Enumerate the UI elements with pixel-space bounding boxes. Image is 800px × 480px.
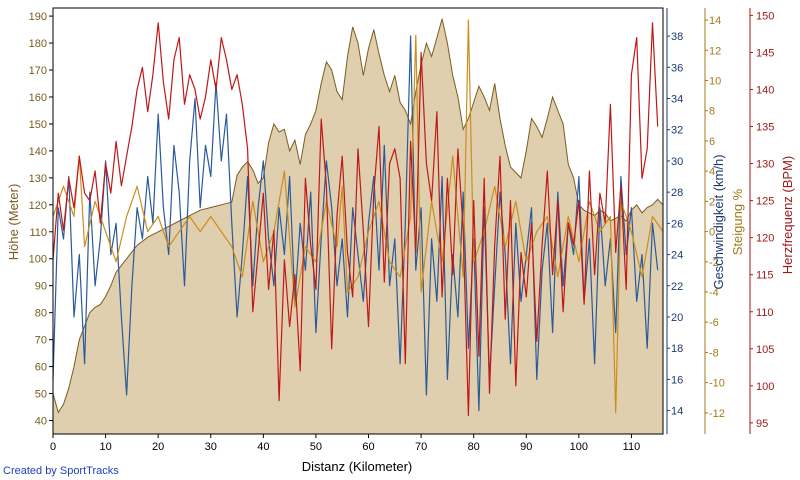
y-tick-label-grade: 0: [709, 227, 715, 239]
x-tick-label: 90: [520, 441, 532, 453]
series-lines: [52, 19, 664, 417]
y-tick-label-grade: 10: [709, 76, 721, 88]
y-tick-label-elevation: 130: [29, 173, 47, 185]
y-tick-label-grade: 4: [709, 166, 715, 178]
y-tick-label-grade: 2: [709, 196, 715, 208]
axes: 0 10 20 30 40 50 60 70 80 90 100 110405060708090100…: [29, 7, 774, 453]
y-axis-label-speed: Geschwindigkeit (km/h): [711, 154, 726, 289]
x-tick-label: 80: [468, 441, 480, 453]
y-tick-label-grade: 14: [709, 15, 721, 27]
y-tick-label-speed: 14: [671, 406, 683, 418]
y-tick-label-heartrate: 105: [756, 344, 774, 356]
y-tick-label-elevation: 180: [29, 38, 47, 50]
y-tick-label-heartrate: 95: [756, 418, 768, 430]
x-tick-label: 100: [570, 441, 588, 453]
y-axis-label-heartrate: Herzfrequenz (BPM): [780, 156, 795, 274]
y-axis-label-grade: Steigung %: [730, 188, 745, 255]
x-axis-label: Distanz (Kilometer): [302, 459, 413, 474]
grade-line: [52, 19, 664, 414]
y-tick-label-speed: 16: [671, 374, 683, 386]
y-tick-label-speed: 20: [671, 312, 683, 324]
plot-border: [52, 7, 664, 435]
x-tick-label: 60: [362, 441, 374, 453]
y-tick-label-grade: -8: [709, 347, 719, 359]
y-tick-label-elevation: 100: [29, 254, 47, 266]
elevation-area-fill: [53, 18, 663, 435]
y-tick-label-elevation: 70: [35, 335, 47, 347]
y-tick-label-elevation: 190: [29, 11, 47, 23]
x-tick-label: 10: [99, 441, 111, 453]
y-tick-label-grade: -12: [709, 408, 725, 420]
y-tick-label-grade: -2: [709, 257, 719, 269]
heartrate-line: [52, 22, 659, 417]
y-tick-label-heartrate: 125: [756, 196, 774, 208]
y-tick-label-speed: 32: [671, 125, 683, 137]
y-tick-label-heartrate: 150: [756, 10, 774, 22]
y-tick-label-speed: 22: [671, 281, 683, 293]
y-tick-label-heartrate: 115: [756, 270, 774, 282]
y-tick-label-speed: 26: [671, 218, 683, 230]
y-tick-label-elevation: 120: [29, 200, 47, 212]
y-tick-label-heartrate: 120: [756, 233, 774, 245]
y-axis-label-elevation: Höhe (Meter): [6, 184, 21, 261]
y-tick-label-speed: 24: [671, 250, 683, 262]
y-tick-label-heartrate: 130: [756, 159, 774, 171]
credit-link[interactable]: Created by SportTracks: [3, 465, 119, 477]
y-tick-label-speed: 18: [671, 343, 683, 355]
x-tick-label: 110: [623, 441, 641, 453]
x-tick-label: 30: [205, 441, 217, 453]
y-tick-label-elevation: 40: [35, 416, 47, 428]
y-tick-label-heartrate: 140: [756, 84, 774, 96]
x-tick-label: 70: [415, 441, 427, 453]
y-tick-label-heartrate: 100: [756, 381, 774, 393]
y-tick-label-grade: 8: [709, 106, 715, 118]
y-tick-label-elevation: 150: [29, 119, 47, 131]
y-tick-label-speed: 36: [671, 62, 683, 74]
y-tick-label-grade: 12: [709, 45, 721, 57]
y-tick-label-grade: -10: [709, 378, 725, 390]
y-tick-label-grade: -6: [709, 317, 719, 329]
y-tick-label-elevation: 60: [35, 362, 47, 374]
y-tick-label-speed: 30: [671, 156, 683, 168]
elevation-area: [52, 18, 664, 435]
y-tick-label-speed: 34: [671, 94, 683, 106]
y-tick-label-heartrate: 110: [756, 307, 774, 319]
y-tick-label-grade: 6: [709, 136, 715, 148]
y-tick-label-elevation: 170: [29, 65, 47, 77]
y-tick-label-elevation: 110: [29, 227, 47, 239]
y-tick-label-elevation: 80: [35, 308, 47, 320]
y-tick-label-elevation: 160: [29, 92, 47, 104]
y-tick-label-speed: 38: [671, 31, 683, 43]
y-tick-label-heartrate: 135: [756, 122, 774, 134]
x-tick-label: 50: [310, 441, 322, 453]
y-tick-label-elevation: 50: [35, 389, 47, 401]
y-tick-label-speed: 28: [671, 187, 683, 199]
elevation-line: [52, 18, 664, 414]
x-tick-label: 40: [257, 441, 269, 453]
x-tick-label: 0: [50, 441, 56, 453]
y-tick-label-grade: -4: [709, 287, 719, 299]
y-tick-label-heartrate: 145: [756, 47, 774, 59]
x-tick-label: 20: [152, 441, 164, 453]
y-tick-label-elevation: 90: [35, 281, 47, 293]
y-tick-label-elevation: 140: [29, 146, 47, 158]
